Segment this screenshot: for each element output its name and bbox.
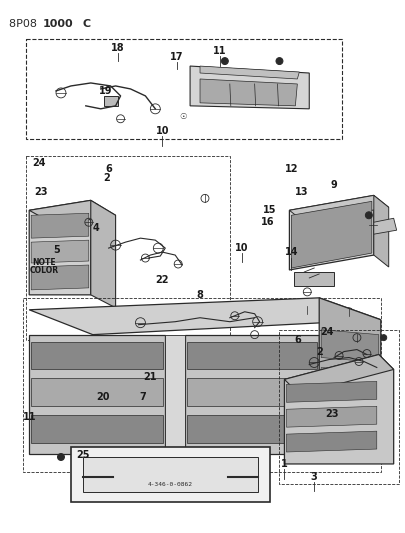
Circle shape (276, 58, 283, 64)
Polygon shape (374, 196, 389, 267)
Text: 11: 11 (213, 46, 227, 56)
Circle shape (365, 212, 372, 219)
Polygon shape (187, 415, 317, 443)
Polygon shape (321, 367, 379, 400)
Polygon shape (31, 415, 163, 443)
Text: 4-346-0-0862: 4-346-0-0862 (148, 482, 193, 487)
Polygon shape (290, 196, 389, 222)
Polygon shape (29, 335, 165, 454)
Text: 17: 17 (171, 52, 184, 62)
Text: 6: 6 (105, 164, 112, 174)
Text: 4: 4 (92, 223, 99, 233)
Polygon shape (291, 201, 372, 268)
Text: 11: 11 (22, 412, 36, 422)
Bar (26, 156, 230, 340)
Text: 13: 13 (294, 188, 308, 197)
Text: NOTE: NOTE (32, 257, 56, 266)
Polygon shape (286, 431, 377, 452)
Text: 23: 23 (34, 188, 48, 197)
Polygon shape (200, 79, 297, 106)
Polygon shape (29, 200, 115, 225)
Text: 24: 24 (320, 327, 334, 337)
Text: 8P08: 8P08 (9, 19, 41, 29)
Text: 1000: 1000 (43, 19, 74, 29)
Polygon shape (185, 335, 319, 454)
Bar (279, 330, 399, 484)
Text: 1: 1 (281, 459, 288, 469)
Polygon shape (29, 298, 381, 335)
Polygon shape (200, 66, 299, 79)
Bar (104, 96, 117, 106)
Text: 5: 5 (53, 245, 60, 255)
Bar (294, 272, 334, 286)
Text: 19: 19 (99, 86, 113, 96)
Text: 18: 18 (111, 43, 124, 53)
Text: 16: 16 (261, 217, 274, 227)
Polygon shape (319, 298, 381, 454)
Text: 6: 6 (294, 335, 301, 345)
Text: 10: 10 (156, 126, 169, 136)
Text: 7: 7 (139, 392, 146, 402)
Circle shape (172, 454, 179, 461)
Text: 2: 2 (316, 346, 322, 357)
Polygon shape (290, 196, 374, 270)
Text: 14: 14 (285, 247, 298, 257)
Text: 22: 22 (156, 275, 169, 285)
Polygon shape (31, 240, 89, 263)
Text: 10: 10 (235, 243, 249, 253)
Text: 8: 8 (196, 290, 203, 300)
Bar (165, 335, 185, 454)
Polygon shape (31, 378, 163, 406)
Text: 21: 21 (144, 373, 157, 382)
Polygon shape (31, 342, 163, 369)
Text: COLOR: COLOR (30, 266, 59, 276)
Text: 15: 15 (263, 205, 276, 215)
Polygon shape (91, 200, 115, 308)
Polygon shape (29, 200, 91, 295)
Polygon shape (31, 213, 89, 238)
Polygon shape (374, 218, 396, 234)
Text: ☉: ☉ (179, 112, 187, 121)
Text: 9: 9 (331, 181, 337, 190)
Circle shape (222, 58, 228, 64)
Bar (26, 39, 342, 139)
Polygon shape (321, 330, 379, 362)
Polygon shape (286, 406, 377, 427)
Polygon shape (31, 265, 89, 290)
Polygon shape (284, 354, 394, 394)
Text: 3: 3 (311, 472, 318, 482)
Text: C: C (83, 19, 91, 29)
Polygon shape (286, 382, 377, 402)
Bar (23, 298, 381, 472)
Bar (71, 447, 270, 502)
Bar (83, 457, 258, 492)
Polygon shape (187, 378, 317, 406)
Text: 20: 20 (96, 392, 109, 402)
Polygon shape (321, 405, 379, 438)
Text: 25: 25 (76, 450, 90, 460)
Text: 2: 2 (103, 173, 110, 183)
Polygon shape (187, 342, 317, 369)
Circle shape (58, 454, 64, 461)
Circle shape (381, 335, 387, 341)
Text: 23: 23 (325, 409, 339, 419)
Text: 12: 12 (285, 164, 298, 174)
Polygon shape (284, 354, 394, 464)
Text: 24: 24 (32, 158, 46, 167)
Polygon shape (190, 66, 309, 109)
Circle shape (236, 454, 243, 461)
